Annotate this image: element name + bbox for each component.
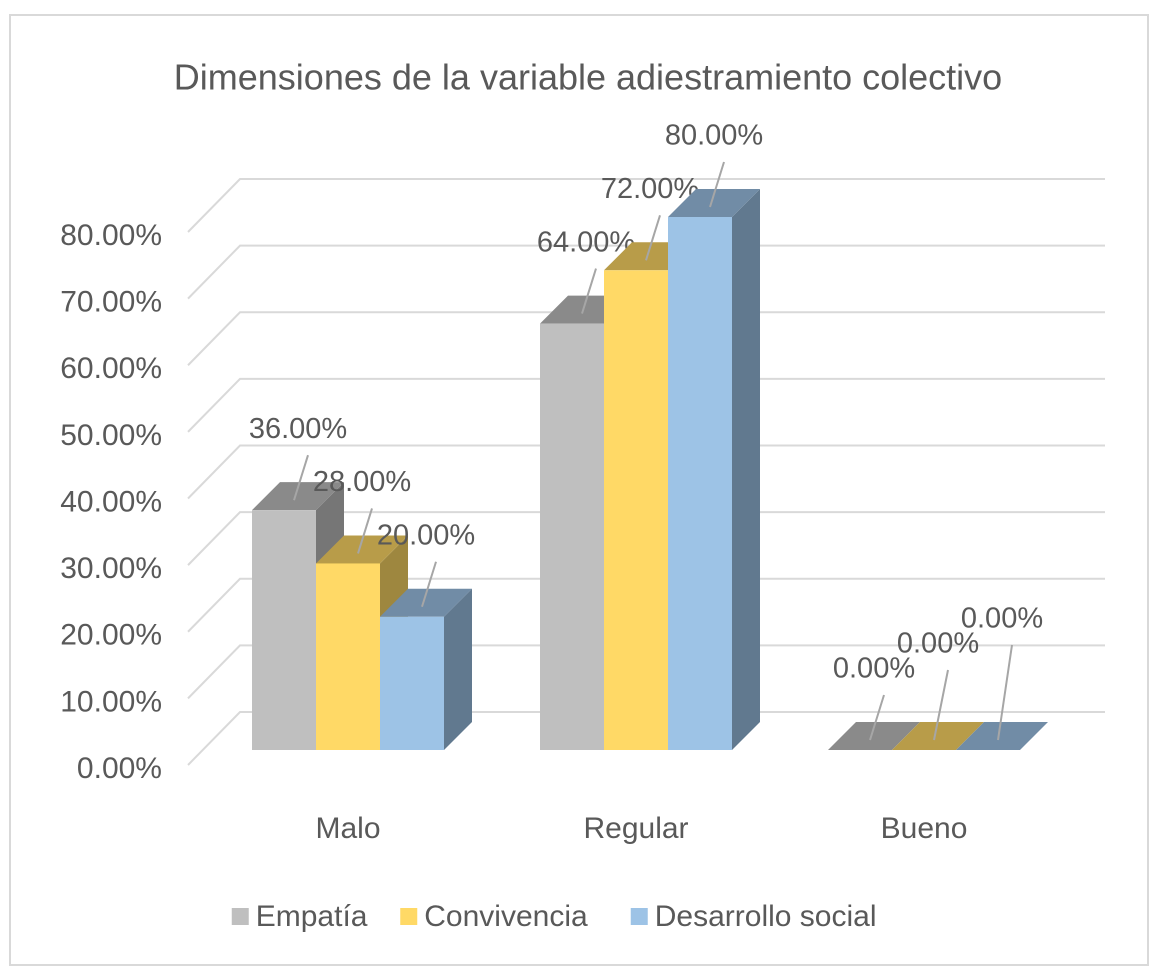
legend-label: Empatía [256, 900, 368, 933]
data-label: 36.00% [249, 413, 347, 445]
legend-swatch [231, 908, 249, 925]
leader-line [357, 508, 373, 554]
grid-line [187, 644, 1105, 700]
bar-front [316, 563, 380, 750]
bar-side [732, 189, 760, 750]
bar-side [444, 588, 472, 750]
data-label: 28.00% [313, 466, 411, 498]
grid-line [187, 711, 1105, 766]
data-label: 20.00% [377, 519, 475, 551]
y-tick-label: 0.00% [77, 752, 162, 785]
y-tick-label: 10.00% [60, 685, 162, 718]
bar-top [892, 722, 984, 750]
legend-label: Convivencia [424, 900, 588, 933]
bar-top [668, 189, 760, 217]
x-tick-label: Bueno [881, 812, 968, 845]
x-tick-label: Malo [315, 812, 380, 845]
bar [828, 722, 920, 750]
bar-front [252, 510, 316, 750]
grid-line [187, 444, 1105, 500]
data-label: 72.00% [601, 173, 699, 205]
leader-line [581, 268, 597, 314]
bar-top [828, 722, 920, 750]
legend-label: Desarrollo social [655, 900, 877, 933]
bar-front [668, 217, 732, 750]
grid-line [187, 178, 1105, 233]
y-tick-label: 60.00% [60, 352, 162, 385]
data-label: 80.00% [665, 120, 763, 152]
y-tick-label: 20.00% [60, 619, 162, 652]
y-tick-label: 70.00% [60, 286, 162, 319]
bar [380, 588, 472, 750]
leader-line [293, 454, 309, 501]
y-tick-label: 80.00% [60, 219, 162, 252]
bar [892, 722, 984, 750]
grid-line [187, 311, 1105, 366]
grid-line [187, 511, 1105, 566]
y-tick-label: 30.00% [60, 552, 162, 585]
bar-top [380, 588, 472, 617]
grid-line [187, 244, 1105, 300]
leader-line [869, 694, 885, 741]
bar-top [956, 722, 1048, 750]
bar-front [380, 616, 444, 750]
chart-title: Dimensiones de la variable adiestramient… [174, 57, 1002, 98]
x-tick-label: Regular [583, 812, 688, 845]
legend-swatch [630, 908, 648, 925]
data-label: 64.00% [537, 226, 635, 258]
data-label: 0.00% [833, 653, 915, 685]
leader-line [709, 161, 725, 208]
y-tick-label: 50.00% [60, 419, 162, 452]
bar-front [540, 323, 604, 750]
grid-line [187, 577, 1105, 633]
leader-line [421, 561, 437, 608]
bar-top [252, 482, 344, 511]
bar-top [316, 535, 408, 564]
leader-line [645, 215, 661, 261]
bar [956, 722, 1048, 750]
leader-line [933, 669, 949, 741]
bar [668, 189, 760, 750]
bar-front [604, 270, 668, 750]
legend-swatch [400, 908, 418, 925]
data-label: 0.00% [961, 603, 1043, 635]
y-tick-label: 40.00% [60, 485, 162, 518]
data-label: 0.00% [897, 628, 979, 660]
grid-line [187, 377, 1105, 433]
leader-line [997, 644, 1013, 741]
